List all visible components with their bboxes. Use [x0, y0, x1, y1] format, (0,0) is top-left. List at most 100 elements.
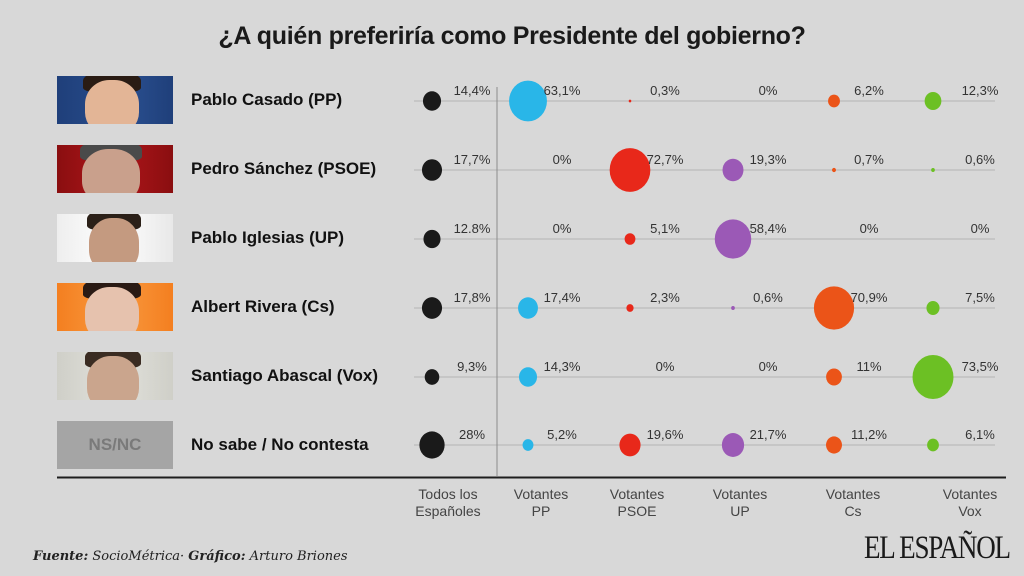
pablo-iglesias-photo	[57, 214, 173, 262]
bubble-3-0	[421, 297, 443, 319]
bubble-5-5	[927, 438, 939, 452]
pablo-casado-photo	[57, 76, 173, 124]
value-label: 12.8%	[454, 221, 491, 236]
column-label-line1: Votantes	[825, 486, 881, 502]
column-label: Votantes PP	[491, 486, 591, 520]
bubble-3-1	[518, 297, 538, 319]
nsnc-box: NS/NC	[57, 421, 173, 469]
bubble-4-0	[424, 369, 440, 385]
value-label: 12,3%	[962, 83, 999, 98]
column-label: Votantes UP	[690, 486, 790, 520]
column-label: Todos los Españoles	[398, 486, 498, 520]
bubble-1-5	[931, 168, 935, 172]
row-label: Santiago Abascal (Vox)	[57, 352, 397, 400]
bubble-3-5	[926, 300, 940, 316]
value-label: 21,7%	[750, 427, 787, 442]
bubble-1-4	[832, 167, 836, 173]
row-label: Pedro Sánchez (PSOE)	[57, 145, 397, 193]
column-label-line1: Votantes	[609, 486, 665, 502]
value-label: 17,8%	[454, 290, 491, 305]
bubble-5-3	[721, 433, 745, 457]
value-label: 7,5%	[965, 290, 995, 305]
value-label: 19,6%	[647, 427, 684, 442]
value-label: 5,1%	[650, 221, 680, 236]
row-label: Pablo Iglesias (UP)	[57, 214, 397, 262]
santiago-abascal-photo	[57, 352, 173, 400]
candidate-name: Pedro Sánchez (PSOE)	[191, 159, 377, 178]
bubble-0-2	[628, 99, 632, 103]
column-label: Votantes PSOE	[587, 486, 687, 520]
value-label: 0%	[553, 152, 572, 167]
value-label: 0,6%	[965, 152, 995, 167]
bubble-5-2	[619, 433, 641, 457]
column-label-line2: PSOE	[617, 503, 657, 519]
bubble-0-0	[422, 91, 442, 111]
source-label: Fuente:	[33, 549, 89, 564]
value-label: 0%	[759, 359, 778, 374]
value-label: 11%	[856, 359, 881, 374]
value-label: 14,3%	[544, 359, 581, 374]
value-label: 5,2%	[547, 427, 577, 442]
value-label: 58,4%	[750, 221, 787, 236]
value-label: 0,6%	[753, 290, 783, 305]
graphic-label: Gráfico:	[188, 549, 246, 564]
candidate-name: Pablo Iglesias (UP)	[191, 228, 345, 247]
column-label: Votantes Vox	[920, 486, 1020, 520]
row-label: Albert Rivera (Cs)	[57, 283, 397, 331]
value-label: 72,7%	[647, 152, 684, 167]
value-label: 6,2%	[854, 83, 884, 98]
albert-rivera-photo	[57, 283, 173, 331]
value-label: 2,3%	[650, 290, 680, 305]
column-label: Votantes Cs	[803, 486, 903, 520]
bubble-2-2	[624, 233, 636, 245]
bubble-0-5	[924, 92, 942, 110]
column-label-line2: Cs	[844, 503, 862, 519]
value-label: 70,9%	[851, 290, 888, 305]
bubble-1-2	[609, 148, 651, 192]
bubble-1-0	[421, 159, 443, 181]
bubble-5-4	[826, 436, 842, 454]
row-label: NS/NC No sabe / No contesta	[57, 421, 397, 469]
candidate-name: Pablo Casado (PP)	[191, 90, 343, 109]
bubble-0-4	[828, 94, 840, 108]
source-name: SocioMétrica·	[92, 549, 185, 564]
column-label-line2: Españoles	[415, 503, 481, 519]
bubble-3-4	[813, 286, 855, 330]
bubble-4-5	[912, 355, 954, 399]
bubble-4-4	[826, 368, 842, 386]
value-label: 14,4%	[454, 83, 491, 98]
bubble-1-3	[722, 158, 744, 182]
bubble-2-3	[714, 219, 752, 259]
value-label: 17,7%	[454, 152, 491, 167]
value-label: 11,2%	[851, 427, 887, 442]
pedro-sanchez-photo	[57, 145, 173, 193]
bubble-3-3	[731, 306, 735, 310]
value-label: 0%	[971, 221, 990, 236]
footer-credits: Fuente: SocioMétrica· Gráfico: Arturo Br…	[33, 549, 348, 564]
bubble-5-0	[419, 431, 445, 459]
column-label-line1: Todos los	[418, 486, 478, 502]
value-label: 0%	[553, 221, 572, 236]
value-label: 19,3%	[750, 152, 787, 167]
column-label-line2: PP	[531, 503, 551, 519]
value-label: 63,1%	[544, 83, 581, 98]
value-label: 17,4%	[544, 290, 581, 305]
candidate-name: Santiago Abascal (Vox)	[191, 366, 379, 385]
value-label: 28%	[459, 427, 485, 442]
value-label: 0%	[860, 221, 879, 236]
row-label: Pablo Casado (PP)	[57, 76, 397, 124]
column-label-line1: Votantes	[513, 486, 569, 502]
bubble-4-1	[518, 367, 538, 387]
el-espanol-logo: EL ESPAÑOL	[864, 530, 1011, 566]
value-label: 0%	[656, 359, 675, 374]
graphic-author: Arturo Briones	[249, 549, 348, 564]
column-label-line2: Vox	[958, 503, 982, 519]
value-label: 0,7%	[854, 152, 884, 167]
column-label-line2: UP	[730, 503, 750, 519]
value-label: 9,3%	[457, 359, 487, 374]
value-label: 73,5%	[962, 359, 999, 374]
value-label: 6,1%	[965, 427, 995, 442]
bubble-2-0	[423, 229, 441, 249]
chart-title: ¿A quién preferiría como Presidente del …	[218, 22, 806, 50]
